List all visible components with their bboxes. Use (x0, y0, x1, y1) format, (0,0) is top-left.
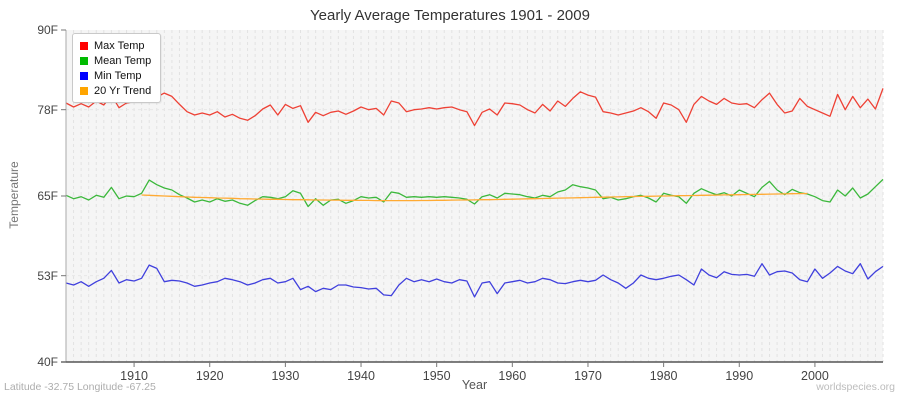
series-line-min-temp (65, 263, 884, 298)
watermark: worldspecies.org (816, 381, 895, 393)
legend-label: 20 Yr Trend (94, 84, 152, 97)
legend-label: Max Temp (94, 39, 145, 52)
coordinates-label: Latitude -32.75 Longitude -67.25 (4, 381, 156, 393)
legend: Max Temp Mean Temp Min Temp 20 Yr Trend (72, 33, 162, 103)
legend-label: Min Temp (94, 69, 142, 82)
x-tick-label: 1960 (498, 369, 527, 383)
y-tick-label: 78F (37, 102, 58, 117)
x-tick-label: 1950 (422, 369, 451, 383)
y-tick-label: 65F (37, 189, 58, 203)
x-tick-label: 1920 (195, 369, 224, 383)
series-line-max-temp (65, 88, 884, 127)
x-tick-label: 1940 (347, 369, 375, 383)
chart-title: Yearly Average Temperatures 1901 - 2009 (310, 7, 590, 24)
legend-item-max-temp: Max Temp (80, 38, 151, 53)
legend-item-20-yr-trend: 20 Yr Trend (80, 83, 151, 98)
x-tick-label: 1910 (120, 369, 148, 383)
legend-label: Mean Temp (94, 54, 152, 67)
x-tick-label: 1970 (574, 369, 602, 383)
legend-item-min-temp: Min Temp (80, 68, 151, 83)
y-tick-label: 40F (37, 355, 58, 369)
legend-swatch-icon (80, 86, 88, 95)
series-line-20-yr-trend (141, 192, 808, 202)
legend-swatch-icon (80, 71, 88, 80)
series-line-mean-temp (65, 178, 884, 208)
x-tick-label: 2000 (801, 369, 829, 383)
x-tick-label: 1990 (725, 369, 754, 383)
legend-swatch-icon (80, 56, 88, 65)
x-tick-label: 1980 (649, 369, 678, 383)
legend-swatch-icon (80, 41, 88, 50)
y-tick-label: 53F (37, 268, 58, 283)
x-tick-label: 1930 (271, 369, 300, 383)
y-tick-label: 90F (37, 23, 58, 37)
legend-item-mean-temp: Mean Temp (80, 53, 151, 68)
x-axis-title: Year (461, 378, 488, 392)
